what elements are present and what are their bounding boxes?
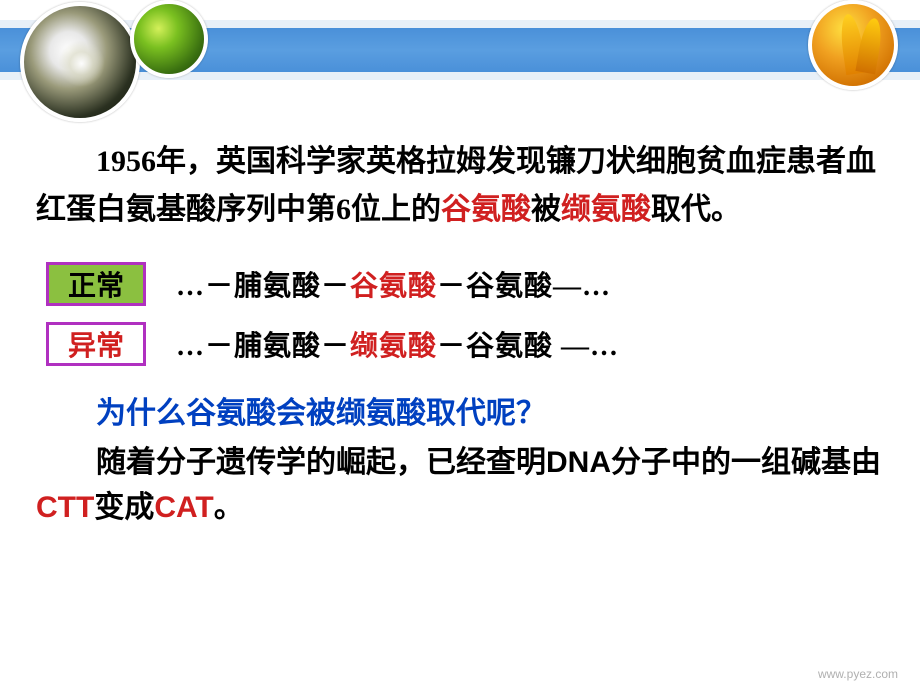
explain-codon2: CAT xyxy=(154,491,213,524)
normal-seq-pre: …－脯氨酸－ xyxy=(176,271,350,302)
question-text: 为什么谷氨酸会被缬氨酸取代呢？ xyxy=(36,388,886,432)
explain-pre: 随着分子遗传学的崛起，已经查明 xyxy=(96,446,546,479)
abnormal-tag: 异常 xyxy=(46,322,146,366)
normal-row: 正常 …－脯氨酸－谷氨酸－谷氨酸—… xyxy=(36,262,886,306)
explain-dna: DNA xyxy=(546,446,611,479)
normal-seq-post: －谷氨酸—… xyxy=(437,271,611,302)
abnormal-seq-post: －谷氨酸 —… xyxy=(437,331,619,362)
intro-glu: 谷氨酸 xyxy=(441,193,531,226)
explain-post: 。 xyxy=(214,491,244,524)
footer-url: www.pyez.com xyxy=(818,667,898,681)
abnormal-sequence: …－脯氨酸－缬氨酸－谷氨酸 —… xyxy=(176,324,619,364)
abnormal-seq-key: 缬氨酸 xyxy=(350,331,437,362)
explain-codon1: CTT xyxy=(36,491,94,524)
explanation-paragraph: 随着分子遗传学的崛起，已经查明DNA分子中的一组碱基由 CTT变成CAT。 xyxy=(36,440,886,530)
dandelion-icon xyxy=(20,2,140,122)
explain-mid: 分子中的一组碱基由 xyxy=(611,446,881,479)
tulip-icon xyxy=(808,0,898,90)
normal-tag: 正常 xyxy=(46,262,146,306)
explain-mid2: 变成 xyxy=(94,491,154,524)
intro-val: 缬氨酸 xyxy=(561,193,651,226)
leaf-icon xyxy=(130,0,208,78)
slide-content: 1956年，英国科学家英格拉姆发现镰刀状细胞贫血症患者血红蛋白氨基酸序列中第6位… xyxy=(36,138,886,530)
intro-paragraph: 1956年，英国科学家英格拉姆发现镰刀状细胞贫血症患者血红蛋白氨基酸序列中第6位… xyxy=(36,138,886,234)
intro-mid: 被 xyxy=(531,193,561,226)
normal-sequence: …－脯氨酸－谷氨酸－谷氨酸—… xyxy=(176,264,611,304)
intro-post: 取代。 xyxy=(651,193,741,226)
abnormal-seq-pre: …－脯氨酸－ xyxy=(176,331,350,362)
normal-seq-key: 谷氨酸 xyxy=(350,271,437,302)
abnormal-row: 异常 …－脯氨酸－缬氨酸－谷氨酸 —… xyxy=(36,322,886,366)
